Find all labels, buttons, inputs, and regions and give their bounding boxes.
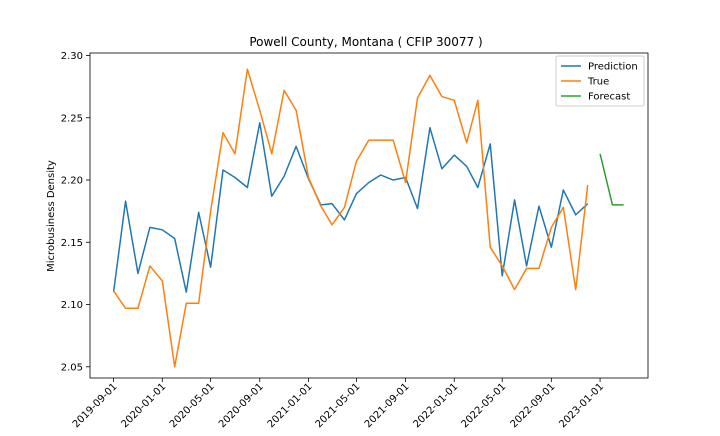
- series-line-forecast: [599, 153, 624, 206]
- legend-box: [555, 55, 645, 107]
- series-line-prediction: [112, 121, 589, 293]
- y-tick-label: 2.30: [61, 51, 83, 62]
- legend-label: Prediction: [588, 62, 638, 73]
- legend: Prediction True Forecast: [555, 55, 645, 107]
- chart-title: Powell County, Montana ( CFIP 30077 ): [249, 35, 482, 49]
- plot-frame: [89, 52, 649, 379]
- y-tick-label: 2.05: [61, 362, 83, 373]
- series-line-true: [112, 68, 589, 368]
- y-tick-label: 2.10: [61, 300, 83, 311]
- y-tick-label: 2.25: [61, 113, 83, 124]
- y-tick-label: 2.20: [61, 176, 83, 187]
- y-axis-label: Microbusiness Density: [46, 160, 57, 272]
- legend-label: Forecast: [588, 92, 630, 103]
- legend-label: True: [587, 77, 609, 88]
- y-tick-label: 2.15: [61, 238, 83, 249]
